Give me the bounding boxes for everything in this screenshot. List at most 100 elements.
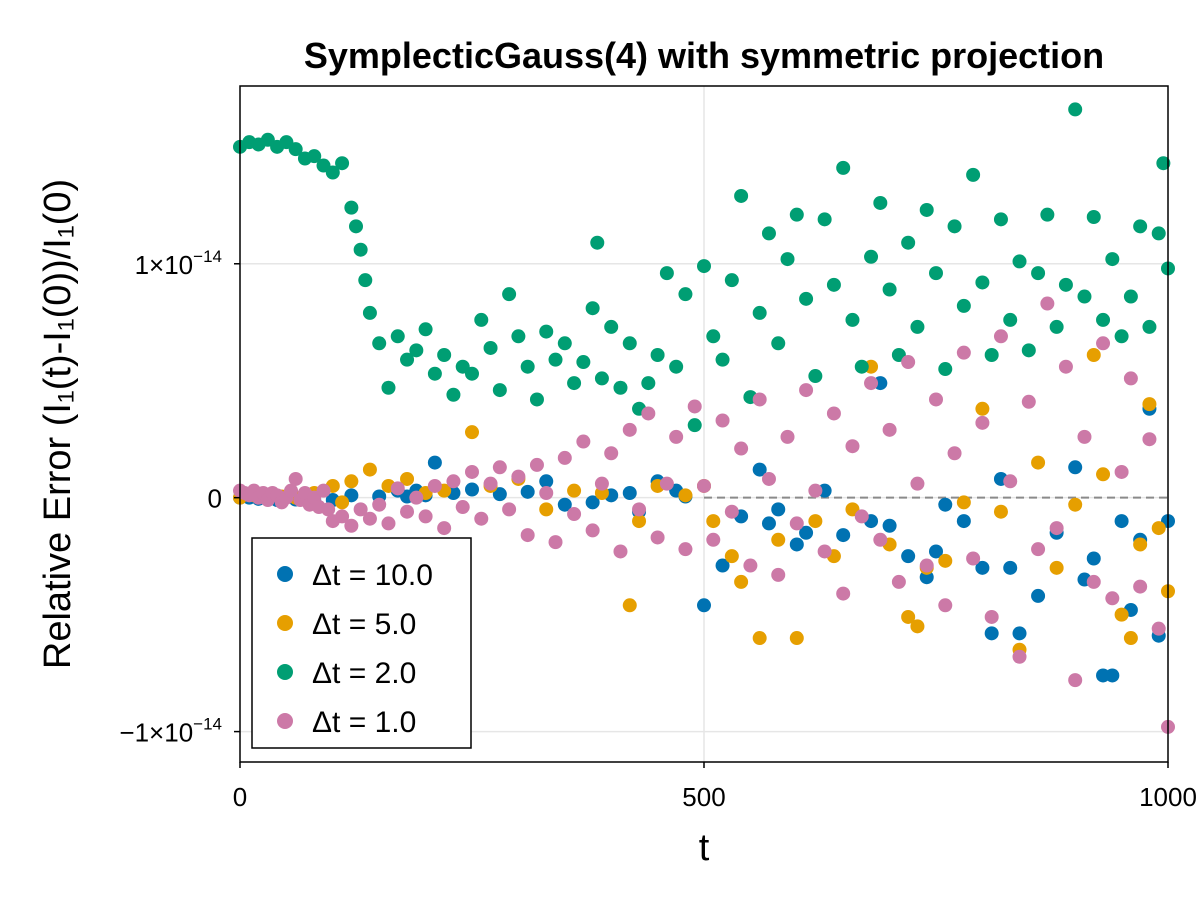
data-point [1003,312,1018,327]
data-point [669,359,684,374]
data-point [492,460,507,475]
data-point [622,598,637,613]
data-point [335,156,350,171]
x-tick-label: 500 [682,782,725,812]
data-point [1142,319,1157,334]
data-point [854,359,869,374]
data-point [1114,329,1129,344]
data-point [465,464,479,479]
data-point [975,560,990,575]
data-point [697,598,711,613]
series-3 [233,102,1175,433]
data-point [956,514,971,529]
data-point [715,352,730,367]
data-point [349,219,363,234]
data-point [465,482,479,497]
data-point [984,609,999,624]
points-layer [233,102,1175,734]
legend-items: Δt = 10.0 Δt = 5.0 Δt = 2.0 Δt = 1.0 [277,559,433,739]
data-point [1049,560,1064,575]
data-point [715,558,730,573]
data-point [1068,673,1083,688]
data-point [1049,319,1064,334]
data-point [622,486,637,501]
data-point [1012,254,1027,269]
data-point [873,532,888,547]
data-point [400,504,415,519]
legend-label: Δt = 2.0 [312,657,416,690]
data-point [390,481,405,496]
data-point [789,631,804,646]
data-point [734,188,749,203]
data-point [520,359,535,374]
data-point [993,504,1008,519]
data-point [418,322,433,337]
data-point [743,558,758,573]
data-point [993,212,1008,227]
data-point [284,483,299,498]
data-point [956,298,971,313]
data-point [724,273,739,288]
data-point [1031,542,1046,557]
data-point [993,329,1008,344]
data-point [1012,649,1027,664]
data-point [557,450,572,465]
series-4 [233,296,1175,734]
data-point [938,362,953,377]
data-point [1114,514,1129,529]
data-point [427,478,442,493]
data-point [910,476,925,491]
data-point [622,336,637,351]
data-point [1123,289,1138,304]
data-point [771,532,786,547]
data-point [372,336,387,351]
data-point [358,273,373,288]
data-point [632,514,647,529]
data-point [604,446,619,461]
data-point [400,471,415,486]
data-point [418,509,433,524]
data-point [956,495,971,510]
data-point [956,345,971,360]
data-point [734,441,749,456]
data-point [697,259,711,274]
x-tick-label: 1000 [1139,782,1197,812]
data-point [947,446,962,461]
data-point [437,521,452,536]
data-point [613,544,628,559]
data-point [548,535,563,550]
data-point [799,383,814,398]
data-point [659,476,674,491]
data-point [901,549,916,564]
data-point [975,275,990,290]
data-point [836,586,851,601]
y-ticks-layer: −1×10−14 0 1×10−14 [119,247,240,748]
data-point [947,219,962,234]
data-point [335,509,350,524]
data-point [845,439,860,454]
data-point [567,376,582,391]
data-point [752,462,767,477]
data-point [1105,591,1120,606]
data-point [1156,156,1171,171]
data-point [492,487,507,502]
data-point [808,369,823,384]
data-point [975,401,990,416]
data-point [854,509,869,524]
legend: Δt = 10.0 Δt = 5.0 Δt = 2.0 Δt = 1.0 [251,537,472,749]
data-point [502,287,517,302]
data-point [590,235,605,250]
data-point [381,516,396,531]
y-tick-label: −1×10−14 [119,715,222,748]
data-point [789,207,804,222]
data-point [465,366,479,381]
data-point [539,324,554,339]
data-point [437,347,452,362]
data-point [1086,574,1101,589]
data-point [372,497,387,512]
data-point [687,418,702,433]
data-point [799,525,814,540]
data-point [427,455,442,470]
data-point [474,511,489,526]
